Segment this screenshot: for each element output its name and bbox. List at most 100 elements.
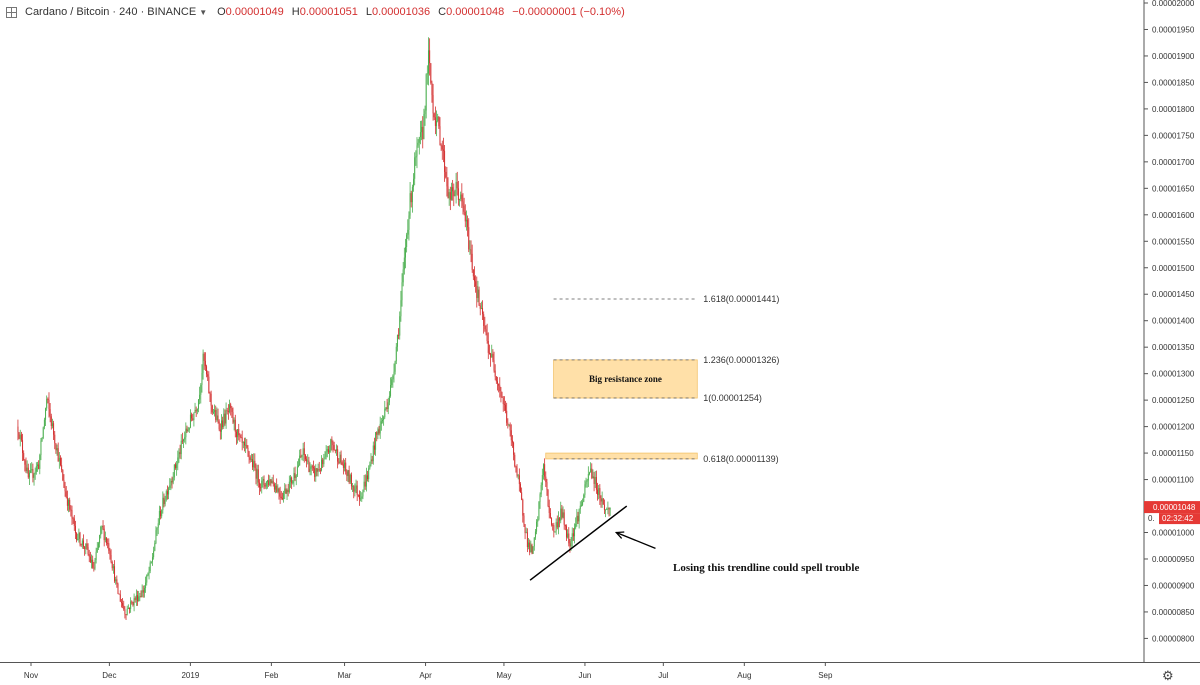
candle-body <box>207 374 209 377</box>
candle-body <box>87 547 89 555</box>
candle-body <box>400 300 402 317</box>
candle-body <box>323 459 325 465</box>
candle-body <box>191 414 193 419</box>
candle-body <box>46 398 48 409</box>
candle-body <box>510 430 512 441</box>
candle-body <box>154 543 156 551</box>
candle-body <box>54 434 56 444</box>
candle-body <box>539 494 541 503</box>
candle-body <box>229 404 231 412</box>
candle-body <box>289 477 291 482</box>
candle-body <box>582 501 584 505</box>
settings-gear-icon[interactable]: ⚙ <box>1162 668 1174 683</box>
candle-body <box>377 429 379 435</box>
candle-body <box>117 583 119 594</box>
candle-body <box>447 186 449 199</box>
candle-body <box>349 474 351 483</box>
candle-body <box>153 550 155 558</box>
candle-body <box>490 353 492 358</box>
candle-body <box>89 556 91 563</box>
candle-body <box>407 229 409 235</box>
candle-body <box>391 379 393 386</box>
candle-body <box>88 554 90 557</box>
candle-body <box>226 410 228 412</box>
candle-body <box>491 353 493 358</box>
candle-body <box>487 340 489 353</box>
candle-body <box>97 543 99 549</box>
candle-body <box>193 412 195 421</box>
candle-body <box>530 544 532 553</box>
candle-body <box>312 467 314 469</box>
candle-body <box>220 420 222 432</box>
candle-body <box>140 595 142 597</box>
candle-body <box>465 219 467 222</box>
fib-label: 1(0.00001254) <box>703 393 762 403</box>
candle-body <box>410 193 412 203</box>
candle-body <box>373 445 375 450</box>
candle-body <box>76 533 78 541</box>
symbol-title[interactable]: Cardano / Bitcoin · 240 · BINANCE <box>25 6 197 18</box>
candle-body <box>277 488 279 492</box>
candle-body <box>579 505 581 510</box>
candle-body <box>387 402 389 410</box>
candle-body <box>536 521 538 532</box>
y-tick-label: 0.00001100 <box>1152 476 1194 485</box>
candle-body <box>506 410 508 423</box>
candle-body <box>246 444 248 448</box>
candle-body <box>115 579 117 582</box>
candle-body <box>130 601 132 610</box>
candle-body <box>306 459 308 462</box>
expand-icon[interactable] <box>6 6 17 18</box>
candle-body <box>441 145 443 150</box>
candle-body <box>311 466 313 468</box>
candle-body <box>329 450 331 453</box>
close-value: C0.00001048 <box>438 6 505 18</box>
candle-body <box>430 63 432 83</box>
candle-body <box>375 432 377 450</box>
candle-body <box>591 468 593 479</box>
candle-body <box>367 475 369 480</box>
candle-body <box>322 459 324 465</box>
candle-body <box>433 113 435 118</box>
candle-body <box>57 448 59 462</box>
candle-body <box>438 116 440 127</box>
candle-body <box>503 403 505 405</box>
candle-body <box>50 416 52 426</box>
candle-body <box>134 598 136 600</box>
candle-body <box>109 550 111 556</box>
open-value: O0.00001049 <box>217 6 284 18</box>
candle-body <box>114 566 116 582</box>
y-tick-label: 0.00001300 <box>1152 370 1195 379</box>
candle-body <box>156 527 158 531</box>
candle-body <box>258 482 260 488</box>
candle-body <box>278 488 280 494</box>
candle-body <box>138 596 140 602</box>
candle-body <box>270 479 272 484</box>
candle-body <box>337 449 339 462</box>
candle-body <box>100 527 102 536</box>
candle-body <box>577 515 579 522</box>
candle-body <box>341 462 343 465</box>
candle-body <box>248 451 250 458</box>
candle-body <box>315 468 317 477</box>
candle-body <box>502 397 504 404</box>
chevron-down-icon[interactable]: ▼ <box>199 7 208 17</box>
candle-body <box>516 467 518 476</box>
candle-body <box>507 422 509 425</box>
candle-body <box>70 509 72 511</box>
candle-body <box>559 518 561 521</box>
candle-body <box>601 498 603 502</box>
candle-body <box>168 488 170 495</box>
candle-body <box>254 460 256 468</box>
candle-body <box>587 474 589 481</box>
y-tick-label: 0.00001150 <box>1152 449 1194 458</box>
candle-body <box>265 481 267 487</box>
candle-body <box>125 614 127 616</box>
x-tick-label: May <box>496 671 511 680</box>
candle-body <box>415 156 417 158</box>
candle-body <box>472 269 474 277</box>
candle-body <box>544 464 546 477</box>
candle-body <box>288 481 290 492</box>
candle-body <box>263 479 265 485</box>
